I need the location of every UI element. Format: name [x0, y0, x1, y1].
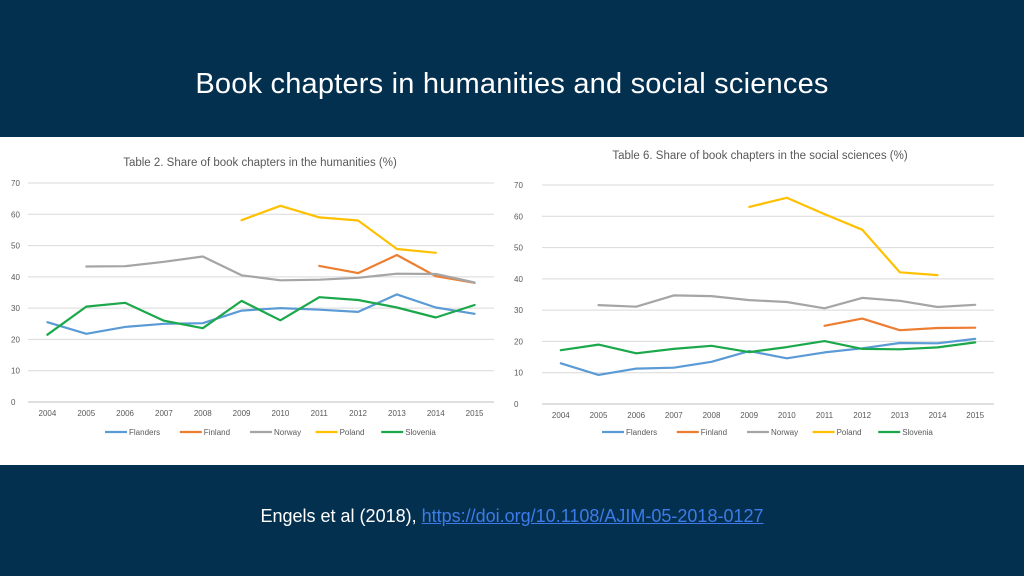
series-line-flanders — [559, 337, 977, 376]
x-tick-label: 2008 — [703, 411, 721, 420]
x-tick-label: 2004 — [552, 411, 570, 420]
x-tick-label: 2005 — [590, 411, 608, 420]
legend-label: Poland — [837, 428, 862, 437]
doi-link[interactable]: https://doi.org/10.1108/AJIM-05-2018-012… — [421, 506, 764, 526]
x-tick-label: 2012 — [349, 409, 367, 418]
series-line-poland — [240, 204, 437, 254]
series-line-norway — [597, 294, 977, 310]
y-tick-label: 60 — [11, 210, 20, 219]
citation: Engels et al (2018), https://doi.org/10.… — [0, 506, 1024, 527]
legend-label: Poland — [340, 428, 365, 437]
legend-label: Finland — [204, 428, 230, 437]
x-tick-label: 2015 — [966, 411, 984, 420]
series-line-poland — [748, 196, 939, 277]
x-tick-label: 2009 — [233, 409, 251, 418]
x-tick-label: 2004 — [39, 409, 57, 418]
y-tick-label: 10 — [11, 367, 20, 376]
y-tick-label: 10 — [514, 369, 523, 378]
chart-title: Table 2. Share of book chapters in the h… — [123, 157, 397, 169]
x-tick-label: 2014 — [427, 409, 445, 418]
y-tick-label: 40 — [11, 273, 20, 282]
series-line-finland — [823, 317, 977, 332]
series-line-slovenia — [559, 340, 977, 355]
x-tick-label: 2006 — [627, 411, 645, 420]
x-tick-label: 2010 — [778, 411, 796, 420]
y-tick-label: 30 — [514, 306, 523, 315]
x-tick-label: 2010 — [272, 409, 290, 418]
x-tick-label: 2008 — [194, 409, 212, 418]
x-tick-label: 2011 — [816, 411, 834, 420]
x-tick-label: 2015 — [466, 409, 484, 418]
legend-label: Slovenia — [902, 428, 933, 437]
x-tick-label: 2011 — [311, 409, 329, 418]
y-tick-label: 20 — [11, 335, 20, 344]
y-tick-label: 70 — [514, 181, 523, 190]
legend-label: Slovenia — [405, 428, 436, 437]
legend-label: Norway — [274, 428, 301, 437]
y-tick-label: 50 — [11, 242, 20, 251]
y-tick-label: 30 — [11, 304, 20, 313]
series-line-norway — [85, 255, 476, 284]
charts-panel: Table 2. Share of book chapters in the h… — [0, 137, 1024, 465]
social-sciences-chart: Table 6. Share of book chapters in the s… — [514, 150, 994, 437]
y-tick-label: 50 — [514, 244, 523, 253]
series-line-flanders — [46, 293, 476, 335]
x-tick-label: 2014 — [929, 411, 947, 420]
slide-title: Book chapters in humanities and social s… — [195, 68, 829, 100]
x-tick-label: 2005 — [77, 409, 95, 418]
y-tick-label: 0 — [11, 398, 16, 407]
series-line-finland — [318, 253, 476, 284]
x-tick-label: 2009 — [740, 411, 758, 420]
x-tick-label: 2007 — [665, 411, 683, 420]
legend-label: Flanders — [626, 428, 657, 437]
legend-label: Finland — [701, 428, 727, 437]
legend-label: Flanders — [129, 428, 160, 437]
x-tick-label: 2013 — [388, 409, 406, 418]
y-tick-label: 20 — [514, 337, 523, 346]
y-tick-label: 0 — [514, 400, 519, 409]
x-tick-label: 2007 — [155, 409, 173, 418]
x-tick-label: 2013 — [891, 411, 909, 420]
legend-label: Norway — [771, 428, 798, 437]
y-tick-label: 40 — [514, 275, 523, 284]
humanities-chart: Table 2. Share of book chapters in the h… — [11, 157, 494, 437]
x-tick-label: 2006 — [116, 409, 134, 418]
citation-text: Engels et al (2018), — [260, 506, 417, 526]
x-tick-label: 2012 — [853, 411, 871, 420]
chart-title: Table 6. Share of book chapters in the s… — [612, 150, 907, 162]
y-tick-label: 60 — [514, 212, 523, 221]
series-line-slovenia — [46, 296, 476, 336]
y-tick-label: 70 — [11, 179, 20, 188]
